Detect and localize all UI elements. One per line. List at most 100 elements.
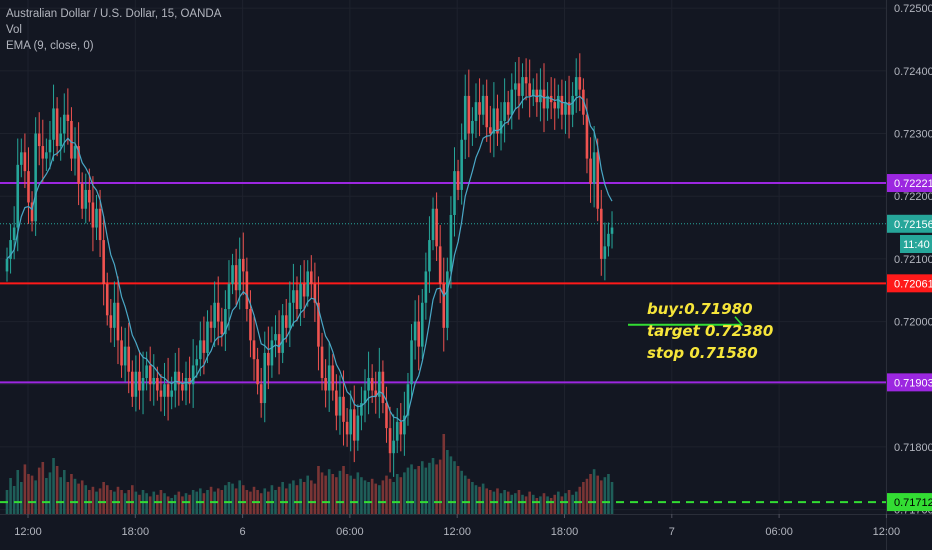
- volume-bar: [417, 466, 420, 514]
- volume-bar: [295, 485, 299, 514]
- y-tick-label: 0.71800: [894, 442, 932, 454]
- candle-body: [352, 409, 356, 441]
- x-tick-label: 18:00: [122, 526, 150, 538]
- candle-body: [166, 384, 170, 397]
- y-tick-label: 0.72400: [894, 66, 932, 78]
- ema-indicator-label[interactable]: EMA (9, close, 0): [6, 40, 94, 52]
- candle-body: [195, 359, 199, 366]
- volume-bar: [206, 490, 209, 514]
- volume-bar: [263, 488, 267, 514]
- candle-body: [453, 171, 456, 216]
- candle-body: [292, 290, 295, 303]
- volume-bar: [220, 490, 224, 514]
- volume-bar: [152, 491, 156, 514]
- candle-body: [37, 133, 41, 147]
- candle-body: [335, 390, 338, 416]
- candle-body: [503, 102, 506, 121]
- candle-body: [360, 403, 363, 416]
- volume-bar: [77, 483, 80, 514]
- x-tick-label: 12:00: [14, 526, 42, 538]
- volume-bar: [105, 485, 109, 514]
- volume-bar: [528, 491, 531, 514]
- candle-body: [342, 396, 345, 422]
- y-tick-label: 0.72000: [894, 317, 932, 329]
- candle-body: [66, 114, 70, 121]
- candle-body: [514, 83, 517, 90]
- candle-body: [148, 365, 152, 385]
- candle-body: [399, 421, 403, 435]
- candle-body: [557, 95, 560, 109]
- candle-body: [320, 346, 324, 378]
- volume-bar: [252, 486, 256, 514]
- volume-bar: [313, 483, 317, 514]
- volume-bar: [367, 482, 370, 514]
- volume-bar: [238, 480, 241, 514]
- candle-body: [123, 346, 127, 366]
- volume-indicator-label[interactable]: Vol: [6, 24, 22, 36]
- trade-annotation: buy:0.71980 target 0.72380 stop 0.71580: [647, 298, 773, 364]
- volume-bar: [567, 490, 571, 514]
- symbol-title[interactable]: Australian Dollar / U.S. Dollar, 15, OAN…: [6, 8, 222, 20]
- candle-body: [546, 95, 549, 109]
- candle-body: [263, 352, 267, 404]
- volume-bar: [431, 458, 435, 514]
- candle-body: [288, 302, 292, 328]
- candle-body: [385, 403, 388, 429]
- volume-bar: [571, 494, 574, 514]
- candle-body: [449, 215, 453, 272]
- candle-body: [199, 340, 202, 360]
- candle-body: [274, 334, 277, 341]
- volume-bar: [467, 478, 471, 514]
- volume-bar: [274, 490, 277, 514]
- y-tick-label: 0.72500: [894, 3, 932, 15]
- volume-bar: [553, 494, 557, 514]
- volume-bar: [20, 482, 23, 514]
- volume-bar: [546, 496, 549, 514]
- volume-bar: [123, 493, 127, 514]
- volume-bar: [592, 469, 596, 514]
- volume-bar: [27, 474, 30, 514]
- volume-bar: [521, 494, 524, 514]
- volume-bar: [560, 496, 564, 514]
- level-tag-label: 0.71903: [894, 377, 932, 389]
- volume-bar: [163, 493, 166, 514]
- candle-body: [159, 390, 163, 397]
- volume-bar: [557, 491, 560, 514]
- volume-bar: [302, 482, 306, 514]
- candle-body: [410, 340, 413, 385]
- candle-body: [302, 283, 306, 297]
- volume-bar: [70, 474, 73, 514]
- volume-bar: [335, 477, 338, 514]
- volume-bar: [317, 466, 320, 514]
- candle-body: [184, 377, 188, 391]
- candle-body: [367, 377, 370, 391]
- candle-body: [349, 409, 352, 435]
- ema-line: [6, 94, 613, 422]
- volume-bar: [481, 483, 485, 514]
- annotation-target: target 0.72380: [647, 322, 774, 340]
- candle-body: [245, 271, 249, 310]
- volume-bar: [224, 485, 227, 514]
- volume-bar: [374, 483, 378, 514]
- volume-bar: [299, 478, 302, 514]
- candle-body: [564, 102, 567, 115]
- ema-series: [6, 94, 613, 422]
- volume-bar: [148, 496, 152, 514]
- volume-bar: [549, 498, 553, 514]
- candle-body: [574, 77, 578, 96]
- volume-bar: [578, 486, 582, 514]
- candle-body: [131, 371, 134, 397]
- candle-body: [338, 396, 342, 416]
- candle-body: [113, 302, 116, 328]
- time-axis[interactable]: 12:00 18:00 6 06:00 12:00 18:00 7 06:00 12:00: [0, 514, 932, 538]
- candle-body: [267, 352, 270, 366]
- volume-bar: [395, 474, 399, 514]
- candle-body: [127, 346, 131, 372]
- volume-bar: [585, 478, 589, 514]
- price-tags: 0.72221 0.72061 0.71903 0.71712 0.72156 11:40: [887, 174, 932, 512]
- candle-body: [252, 340, 256, 360]
- volume-bars: [5, 434, 614, 514]
- volume-bar: [403, 472, 406, 514]
- horizontal-levels[interactable]: [0, 182, 886, 504]
